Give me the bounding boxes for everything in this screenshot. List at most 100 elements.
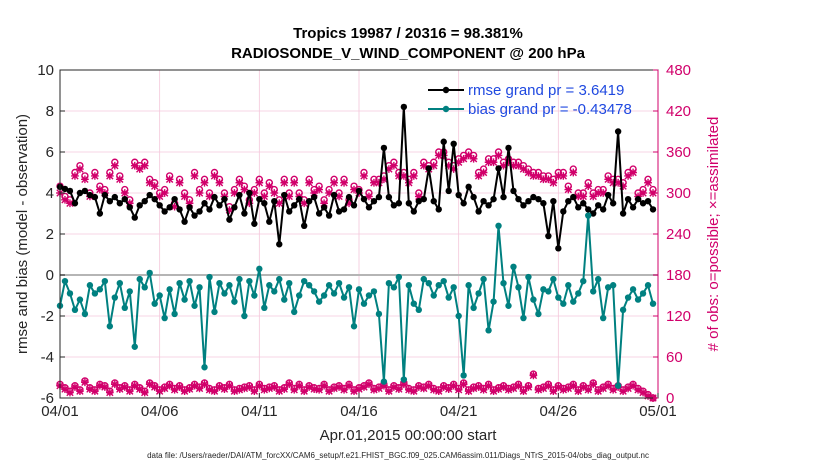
obs-assimilated-marker [66,199,74,208]
bias-point [480,275,487,283]
obs-assimilated-marker [135,165,144,173]
bias-point [246,277,253,285]
obs-assimilated-marker [260,192,269,201]
obs-assimilated-marker [61,385,69,393]
bias-point [535,310,542,318]
bias-point [161,314,168,322]
obs-assimilated-marker [499,383,508,391]
rmse-point [644,198,652,205]
obs-assimilated-marker [175,178,184,187]
rmse-point [201,200,208,207]
obs-assimilated-marker [285,192,294,201]
obs-assimilated-marker [504,385,513,394]
bias-point [256,265,263,273]
obs-assimilated-marker [300,199,309,208]
obs-assimilated-marker [424,381,433,390]
obs-assimilated-marker [489,158,498,167]
obs-assimilated-marker [604,381,613,390]
bias-point [286,280,293,287]
rmse-point [86,191,94,199]
rmse-point [261,200,268,207]
rmse-point [305,198,313,205]
rmse-point [570,193,577,201]
rmse-point [649,206,657,213]
obs-assimilated-marker [370,385,378,394]
rmse-point [460,200,467,207]
obs-assimilated-marker [444,385,453,393]
rmse-point [266,218,273,225]
obs-assimilated-marker [250,189,259,197]
obs-assimilated-marker [400,380,408,389]
obs-assimilated-marker [429,385,438,394]
rmse-point [634,195,642,203]
obs-assimilated-marker [395,385,403,393]
bias-point [390,284,398,291]
obs-assimilated-marker [300,387,309,396]
obs-assimilated-marker [150,383,159,391]
chart-subtitle: RADIOSONDE_V_WIND_COMPONENT @ 200 hPa [231,45,586,62]
y-tick-label: 8 [46,103,54,120]
obs-assimilated-marker [514,161,523,170]
rmse-point [400,103,408,111]
obs-assimilated-marker [395,172,403,180]
rmse-point [619,210,627,217]
bias-point [450,284,457,291]
obs-assimilated-marker [91,387,99,396]
obs-assimilated-marker [484,381,493,390]
rmse-point [395,200,403,207]
obs-assimilated-marker [335,192,343,201]
bias-point [340,294,348,301]
obs-assimilated-marker [594,387,603,396]
bias-point [604,284,612,291]
bias-point [649,300,657,307]
obs-assimilated-marker [609,178,617,187]
bias-point [96,286,104,293]
obs-assimilated-marker [479,385,488,394]
obs-assimilated-marker [140,161,149,170]
obs-assimilated-marker [629,168,637,177]
rmse-point [116,200,124,207]
obs-assimilated-marker [644,392,652,400]
obs-assimilated-marker [225,206,234,214]
obs-assimilated-marker [105,172,114,180]
rmse-point [91,193,99,201]
rmse-point [495,165,502,172]
rmse-point [385,193,393,201]
obs-assimilated-marker [644,178,652,187]
bias-point [545,288,552,295]
rmse-point [241,210,248,217]
obs-assimilated-marker [380,381,388,390]
y-tick-label: -4 [41,349,54,366]
bias-point [66,290,74,297]
bias-point [440,277,447,285]
obs-assimilated-marker [96,381,104,390]
rmse-point [256,195,263,203]
obs-assimilated-marker [66,388,74,397]
obs-assimilated-marker [459,380,468,389]
obs-assimilated-marker [619,387,627,396]
rmse-point [445,187,452,195]
obs-assimilated-marker [474,172,483,180]
obs-assimilated-marker [544,381,553,390]
obs-assimilated-marker [320,199,328,208]
bias-point [590,288,597,295]
rmse-point [325,212,333,219]
y-tick-label: 4 [46,185,54,202]
obs-assimilated-marker [494,385,503,393]
obs-assimilated-marker [170,385,179,394]
rmse-point [590,210,597,217]
obs-assimilated-marker [290,178,299,187]
obs-assimilated-marker [160,189,169,197]
bias-point [485,327,492,334]
obs-assimilated-marker [579,383,588,391]
obs-assimilated-marker [385,165,393,173]
rmse-point [101,191,109,199]
bias-point [560,300,567,307]
rmse-point [455,191,462,199]
x-axis-label: Apr.01,2015 00:00:00 start [320,427,498,444]
obs-assimilated-marker [564,384,573,393]
obs-assimilated-marker [444,161,453,170]
obs-assimilated-marker [564,185,573,194]
bias-point [505,302,512,309]
obs-assimilated-marker [185,385,194,393]
